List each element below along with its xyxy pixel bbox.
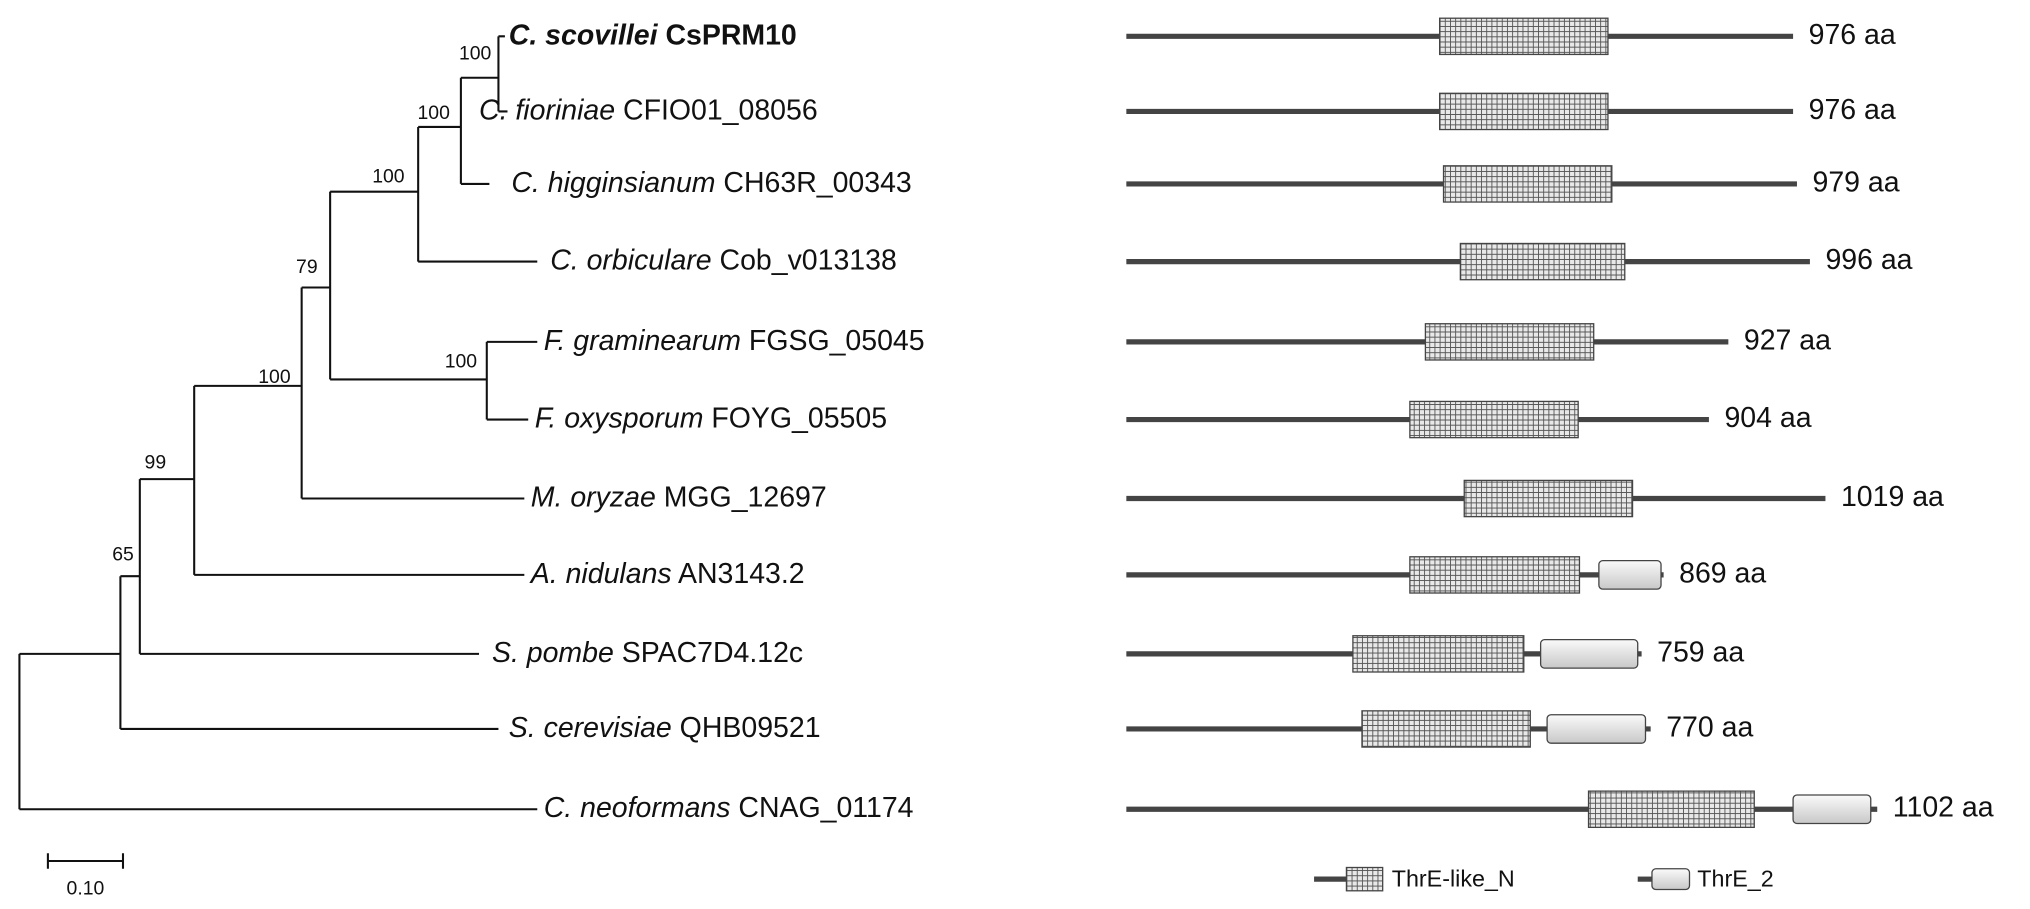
tree (18, 35, 538, 811)
gene: CsPRM10 (658, 19, 797, 51)
gene: CNAG_01174 (730, 792, 913, 824)
length-label: 904 aa (1724, 402, 1811, 434)
species: M. oryzae (531, 481, 656, 513)
bootstrap-value: 100 (445, 351, 478, 373)
length-label: 759 aa (1657, 636, 1744, 668)
protein: 904 aa (1126, 400, 1812, 439)
species: C. fioriniae (479, 94, 615, 126)
protein: 976 aa (1126, 17, 1896, 56)
gene: SPAC7D4.12c (614, 636, 803, 668)
protein: 979 aa (1126, 165, 1900, 203)
length-label: 869 aa (1679, 557, 1766, 589)
domain-thre-like-n (1438, 17, 1609, 56)
domain-thre-2 (1792, 794, 1872, 825)
bootstrap-value: 65 (112, 544, 134, 566)
bootstrap-value: 100 (258, 366, 291, 388)
gene: CFIO01_08056 (615, 94, 818, 126)
bootstrap-value: 99 (145, 452, 167, 474)
gene: FOYG_05505 (703, 402, 887, 434)
species: C. orbiculare (550, 244, 711, 276)
species: C. scovillei (509, 19, 659, 51)
scale-bar: 0.10 (46, 853, 125, 900)
domain-thre-like-n (1459, 242, 1626, 281)
taxon-label: S. cerevisiae QHB09521 (509, 711, 821, 743)
length-label: 1102 aa (1893, 792, 1994, 824)
species: S. pombe (492, 636, 614, 668)
gene: AN3143.2 (672, 557, 805, 589)
protein: 927 aa (1126, 323, 1831, 361)
bootstrap-value: 100 (372, 166, 405, 188)
protein: 869 aa (1126, 556, 1766, 594)
legend-label: ThrE_2 (1697, 866, 1773, 892)
scale-label: 0.10 (67, 878, 105, 900)
species: C. higginsianum (511, 166, 715, 198)
taxon-label: C. fioriniae CFIO01_08056 (479, 94, 818, 126)
domain-thre-like-n (1361, 710, 1531, 748)
length-label: 996 aa (1825, 244, 1912, 276)
domain-thre-like-n (1424, 323, 1595, 361)
species: F. graminearum (544, 324, 741, 356)
legend-swatch (1345, 866, 1384, 892)
protein: 770 aa (1126, 710, 1753, 748)
length-label: 976 aa (1809, 19, 1896, 51)
legend: ThrE-like_N ThrE_2 (1314, 866, 1774, 892)
protein: 1102 aa (1126, 790, 1994, 829)
domain-thre-2 (1598, 560, 1662, 590)
domain-thre-like-n (1463, 479, 1634, 518)
taxon-label: C. higginsianum CH63R_00343 (511, 166, 911, 198)
protein: 976 aa (1126, 92, 1896, 131)
taxon-label: M. oryzae MGG_12697 (531, 481, 827, 513)
length-label: 1019 aa (1841, 481, 1944, 513)
taxon-label: F. oxysporum FOYG_05505 (535, 402, 887, 434)
length-label: 770 aa (1666, 711, 1753, 743)
bootstrap-value: 79 (296, 256, 318, 278)
taxon-label: A. nidulans AN3143.2 (529, 557, 805, 589)
gene: FGSG_05045 (741, 324, 925, 356)
scale-line (46, 853, 125, 869)
species: A. nidulans (529, 557, 672, 589)
protein: 996 aa (1126, 242, 1913, 281)
protein: 759 aa (1126, 635, 1744, 673)
domain-thre-like-n (1409, 556, 1581, 594)
legend-swatch (1651, 868, 1691, 891)
gene: CH63R_00343 (716, 166, 912, 198)
protein: 1019 aa (1126, 479, 1944, 518)
domain-thre-like-n (1352, 635, 1525, 673)
gene: QHB09521 (672, 711, 821, 743)
domain-thre-like-n (1409, 400, 1579, 439)
bootstrap-value: 100 (418, 102, 451, 124)
length-label: 976 aa (1809, 94, 1896, 126)
species: F. oxysporum (535, 402, 704, 434)
domain-thre-like-n (1587, 790, 1755, 829)
species: S. cerevisiae (509, 711, 672, 743)
gene: Cob_v013138 (712, 244, 897, 276)
domain-thre-like-n (1438, 92, 1609, 131)
taxon-label: C. scovillei CsPRM10 (509, 19, 797, 51)
gene: MGG_12697 (656, 481, 827, 513)
bootstrap-value: 100 (459, 43, 492, 65)
taxon-label: F. graminearum FGSG_05045 (544, 324, 925, 356)
taxon-label: S. pombe SPAC7D4.12c (492, 636, 803, 668)
tree-branches (18, 35, 538, 811)
length-label: 927 aa (1744, 324, 1831, 356)
taxon-label: C. orbiculare Cob_v013138 (550, 244, 897, 276)
taxon-label: C. neoformans CNAG_01174 (544, 792, 914, 824)
domain-thre-2 (1546, 714, 1647, 744)
species: C. neoformans (544, 792, 731, 824)
legend-label: ThrE-like_N (1392, 866, 1515, 892)
length-label: 979 aa (1813, 166, 1900, 198)
domain-thre-like-n (1442, 165, 1613, 203)
domain-thre-2 (1539, 638, 1639, 669)
